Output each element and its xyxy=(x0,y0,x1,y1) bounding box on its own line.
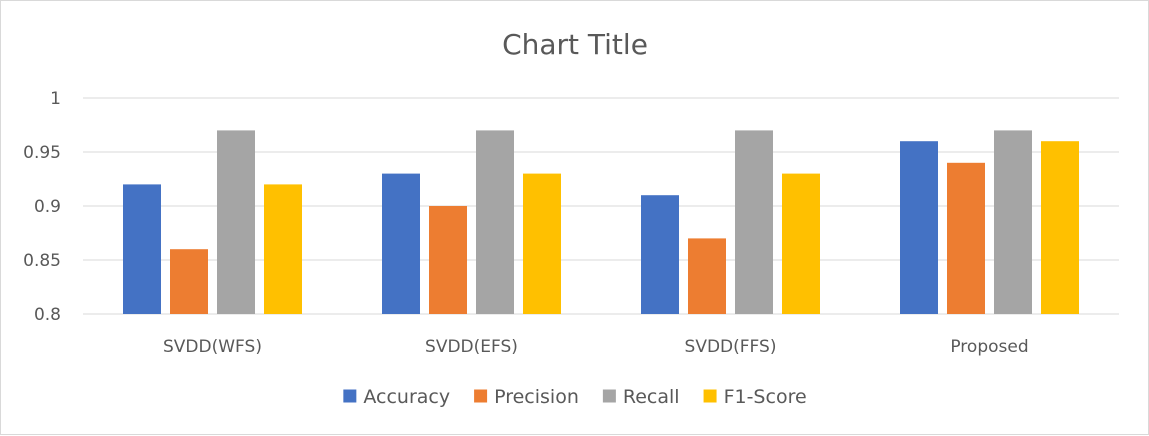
bar-recall-4 xyxy=(994,130,1032,314)
bar-recall-3 xyxy=(735,130,773,314)
legend: Accuracy Precision Recall F1-Score xyxy=(343,386,807,408)
legend-item: Accuracy xyxy=(343,386,450,408)
y-tick-label: 0.9 xyxy=(34,197,61,217)
x-tick-label: SVDD(FFS) xyxy=(685,337,777,357)
bar-precision-4 xyxy=(947,162,985,314)
gridlines xyxy=(83,97,1119,315)
legend-swatch xyxy=(474,389,488,403)
legend-swatch xyxy=(343,389,357,403)
legend-item: Recall xyxy=(602,386,680,408)
legend-swatch xyxy=(602,389,616,403)
legend-label: Accuracy xyxy=(363,386,450,408)
bar-precision-1 xyxy=(170,249,208,314)
bar-f1-score-2 xyxy=(523,173,561,314)
x-tick-label: Proposed xyxy=(950,337,1028,357)
legend-label: F1-Score xyxy=(724,386,807,408)
legend-item: F1-Score xyxy=(703,386,807,408)
y-tick-label: 0.85 xyxy=(23,251,61,271)
x-tick-label: SVDD(WFS) xyxy=(163,337,262,357)
bar-f1-score-1 xyxy=(264,184,302,314)
y-axis-ticks: 0.8 0.85 0.9 0.95 1 xyxy=(23,89,61,325)
bar-precision-2 xyxy=(429,206,467,314)
x-tick-label: SVDD(EFS) xyxy=(425,337,518,357)
legend-swatch xyxy=(703,389,717,403)
y-tick-label: 0.8 xyxy=(34,305,61,325)
bar-recall-2 xyxy=(476,130,514,314)
bar-f1-score-3 xyxy=(782,173,820,314)
bar-precision-3 xyxy=(688,238,726,314)
bar-recall-1 xyxy=(217,130,255,314)
bar-accuracy-3 xyxy=(641,195,679,314)
bar-f1-score-4 xyxy=(1041,141,1079,314)
y-tick-label: 0.95 xyxy=(23,143,61,163)
bar-accuracy-4 xyxy=(900,141,938,314)
legend-label: Precision xyxy=(494,386,579,408)
chart-title: Chart Title xyxy=(502,28,648,61)
bar-accuracy-1 xyxy=(123,184,161,314)
legend-item: Precision xyxy=(474,386,579,408)
x-axis-ticks: SVDD(WFS) SVDD(EFS) SVDD(FFS) Proposed xyxy=(163,337,1029,357)
legend-label: Recall xyxy=(623,386,680,408)
y-tick-label: 1 xyxy=(50,89,61,109)
bars xyxy=(123,130,1079,314)
bar-accuracy-2 xyxy=(382,173,420,314)
